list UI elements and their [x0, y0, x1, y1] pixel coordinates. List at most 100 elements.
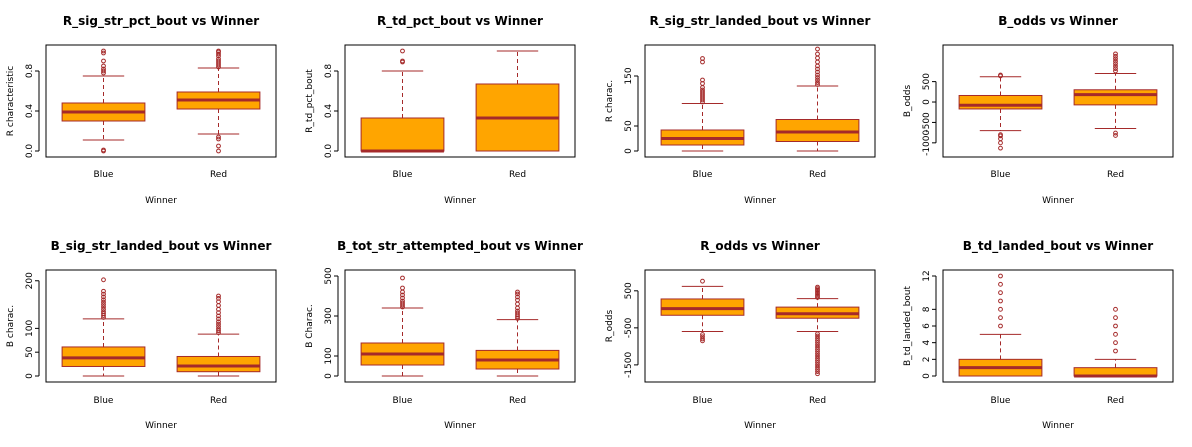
outlier-point: [216, 303, 221, 308]
iqr-box: [176, 355, 261, 373]
outlier-point: [815, 342, 820, 348]
outlier-point: [815, 72, 820, 78]
outlier-point: [101, 58, 106, 64]
y-axis-label: R_td_pct_bout: [305, 69, 315, 133]
y-tick-label: 50: [25, 346, 35, 358]
y-tick-label: 12: [922, 270, 932, 281]
outlier-point: [998, 273, 1003, 279]
y-tick-label: 0.8: [324, 64, 334, 79]
plot-frame: [644, 269, 876, 383]
y-axis-label: B_td_landed_bout: [903, 286, 913, 367]
outlier-point: [700, 336, 705, 342]
outlier-point: [101, 68, 106, 74]
outlier-point: [815, 66, 820, 72]
outlier-point: [815, 75, 820, 80]
outlier-point: [216, 143, 221, 149]
outlier-point: [101, 277, 106, 283]
box-blue: [61, 48, 146, 154]
outlier-point: [1113, 53, 1118, 59]
outlier-point: [515, 294, 520, 300]
y-axis-label: R characteristic: [6, 66, 16, 136]
outlier-point: [1113, 58, 1118, 64]
outlier-point: [815, 51, 820, 57]
x-axis-label: Winner: [444, 196, 476, 206]
plot-frame: [45, 44, 277, 158]
outlier-point: [1113, 323, 1118, 329]
outlier-point: [515, 297, 520, 303]
outlier-point: [1113, 61, 1118, 67]
outlier-point: [400, 300, 405, 306]
chart-panel: R_td_pct_bout vs Winner 0.0 0.4 0.8 R_td_pct…: [305, 14, 576, 206]
x-category-label: Red: [210, 170, 227, 180]
chart-panel: R_odds vs Winner -1500 -500 500 R_odds Blue Re…: [605, 239, 876, 431]
box-red: [1073, 306, 1158, 378]
outlier-point: [700, 338, 705, 344]
x-category-label: Red: [809, 170, 826, 180]
box-red: [775, 46, 860, 152]
outlier-point: [815, 69, 820, 75]
outlier-point: [400, 292, 405, 298]
x-category-label: Blue: [991, 170, 1011, 180]
y-tick-label: 6: [922, 323, 932, 329]
box-red: [475, 50, 560, 152]
outlier-point: [1113, 133, 1118, 138]
y-tick-label: 150: [624, 67, 634, 84]
y-tick-label: 500: [922, 73, 932, 90]
outlier-point: [515, 308, 520, 314]
outlier-point: [815, 369, 820, 374]
outlier-point: [216, 51, 221, 57]
y-axis-label: B Charac.: [305, 304, 315, 348]
outlier-point: [998, 298, 1003, 304]
outlier-point: [815, 362, 820, 368]
y-axis-label: R_odds: [605, 310, 615, 343]
y-tick-label: -1000: [922, 129, 932, 155]
y-tick-label: 500: [324, 267, 334, 284]
box-red: [176, 48, 261, 154]
outlier-point: [815, 295, 820, 300]
y-tick-label: -500: [922, 112, 932, 133]
outlier-point: [515, 289, 520, 295]
outlier-point: [815, 284, 820, 290]
box-blue: [958, 273, 1043, 377]
outlier-point: [815, 340, 820, 346]
outlier-point: [101, 309, 106, 315]
plot-frame: [344, 269, 576, 383]
outlier-point: [515, 291, 520, 297]
outlier-point: [815, 77, 820, 83]
outlier-point: [815, 371, 820, 377]
x-category-label: Red: [509, 170, 526, 180]
outlier-point: [700, 56, 705, 61]
y-tick-label: 8: [922, 306, 932, 312]
outlier-point: [216, 324, 221, 329]
chart-title: B_tot_str_attempted_bout vs Winner: [337, 239, 583, 254]
y-tick-label: 100: [25, 320, 35, 337]
x-category-label: Blue: [94, 170, 114, 180]
outlier-point: [1113, 63, 1118, 69]
outlier-point: [101, 147, 106, 153]
outlier-point: [400, 295, 405, 301]
outlier-point: [1113, 51, 1118, 57]
outlier-point: [216, 136, 221, 142]
box-red: [1073, 51, 1158, 138]
y-axis-label: B charac.: [6, 305, 16, 347]
outlier-point: [1113, 315, 1118, 321]
outlier-point: [815, 59, 820, 65]
outlier-point: [216, 58, 221, 64]
outlier-point: [101, 297, 106, 303]
x-axis-label: Winner: [145, 421, 177, 431]
outlier-point: [216, 56, 221, 62]
x-category-label: Red: [210, 396, 227, 406]
outlier-point: [815, 338, 820, 343]
box-blue: [958, 72, 1043, 151]
outlier-point: [515, 301, 520, 307]
box-blue: [660, 278, 745, 344]
outlier-point: [815, 82, 820, 87]
outlier-point: [815, 289, 820, 294]
outlier-point: [400, 58, 405, 64]
outlier-point: [216, 321, 221, 327]
y-tick-label: 0: [922, 99, 932, 105]
x-axis-label: Winner: [145, 196, 177, 206]
chart-title: B_odds vs Winner: [998, 14, 1118, 29]
x-category-label: Blue: [393, 170, 413, 180]
